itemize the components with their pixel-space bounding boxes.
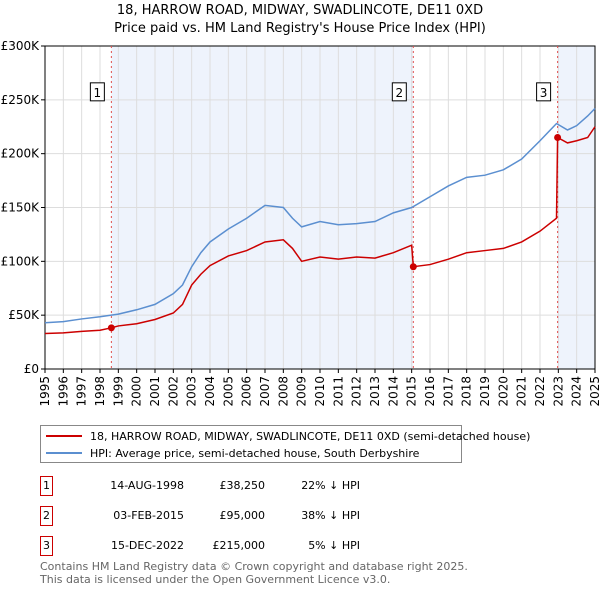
x-tick-label: 2012 — [350, 376, 364, 407]
legend-label-hpi: HPI: Average price, semi-detached house,… — [90, 446, 420, 460]
plot-frame — [44, 45, 596, 370]
x-tick-label: 1998 — [93, 376, 107, 407]
sale-price: £95,000 — [219, 509, 266, 522]
x-tick-label: 2023 — [551, 376, 565, 407]
x-tick-label: 1995 — [38, 376, 52, 407]
sale-label: 1 — [94, 86, 102, 100]
sale-point — [107, 324, 115, 332]
x-tick-label: 2024 — [570, 376, 584, 407]
legend-swatch-red — [46, 435, 82, 437]
transaction-row: 3 15-DEC-2022 £215,000 5% ↓ HPI — [40, 536, 440, 556]
x-tick-label: 2001 — [148, 376, 162, 407]
legend-label-property: 18, HARROW ROAD, MIDWAY, SWADLINCOTE, DE… — [90, 429, 531, 443]
footer: Contains HM Land Registry data © Crown c… — [40, 560, 468, 586]
x-tick-label: 1999 — [111, 376, 125, 407]
legend: 18, HARROW ROAD, MIDWAY, SWADLINCOTE, DE… — [40, 425, 530, 463]
transaction-row: 2 03-FEB-2015 £95,000 38% ↓ HPI — [40, 506, 440, 526]
sale-label-box — [89, 82, 105, 102]
sale-price: £38,250 — [219, 479, 266, 492]
x-tick-label: 2003 — [185, 376, 199, 407]
x-tick-label: 2014 — [386, 376, 400, 407]
sale-hpi-diff: 5% ↓ HPI — [308, 539, 360, 552]
x-tick-label: 2004 — [203, 376, 217, 407]
x-tick-label: 2002 — [166, 376, 180, 407]
chart-title: 18, HARROW ROAD, MIDWAY, SWADLINCOTE, DE… — [116, 3, 484, 18]
x-tick-label: 2008 — [276, 376, 290, 407]
x-tick-label: 2020 — [496, 376, 510, 407]
sale-marker-label: 1 — [40, 476, 53, 496]
x-tick-label: 1996 — [56, 376, 70, 407]
sale-marker-label: 2 — [40, 506, 53, 526]
x-tick-label: 1997 — [75, 376, 89, 407]
y-tick-label: £200K — [1, 147, 41, 161]
x-tick-label: 2016 — [423, 376, 437, 407]
sale-point — [409, 263, 417, 271]
x-tick-label: 2025 — [588, 376, 600, 407]
sale-marker-label: 3 — [40, 536, 53, 556]
property-price-line — [44, 126, 596, 335]
footer-line: This data is licensed under the Open Gov… — [40, 573, 391, 586]
transaction-row: 1 14-AUG-1998 £38,250 22% ↓ HPI — [40, 476, 440, 496]
plot-area: 1995 1996 1997 1998 1999 2000 2001 2002 2003 2004… — [1, 39, 600, 407]
x-tick-label: 2010 — [313, 376, 327, 407]
sale-date: 15-DEC-2022 — [110, 539, 184, 552]
sale-label-box — [391, 82, 407, 102]
x-tick-label: 2013 — [368, 376, 382, 407]
x-tick-label: 2007 — [258, 376, 272, 407]
hpi-line — [44, 107, 596, 324]
legend-swatch-blue — [46, 452, 82, 454]
y-tick-label: £300K — [1, 39, 41, 53]
sale-price: £215,000 — [212, 539, 266, 552]
sale-hpi-diff: 22% ↓ HPI — [301, 479, 360, 492]
x-tick-label: 2018 — [460, 376, 474, 407]
x-tick-label: 2021 — [515, 376, 529, 407]
x-tick-label: 2015 — [405, 376, 419, 407]
x-tick-label: 2000 — [130, 376, 144, 407]
y-tick-label: £100K — [1, 254, 41, 268]
sale-date: 03-FEB-2015 — [113, 509, 184, 522]
y-tick-label: £50K — [8, 308, 40, 322]
x-tick-label: 2022 — [533, 376, 547, 407]
x-tick-label: 2006 — [240, 376, 254, 407]
sale-hpi-diff: 38% ↓ HPI — [301, 509, 360, 522]
x-tick-label: 2005 — [221, 376, 235, 407]
sale-date: 14-AUG-1998 — [110, 479, 184, 492]
x-tick-label: 2009 — [295, 376, 309, 407]
footer-line: Contains HM Land Registry data © Crown c… — [40, 560, 468, 573]
chart-subtitle: Price paid vs. HM Land Registry's House … — [114, 21, 486, 36]
x-tick-label: 2011 — [331, 376, 345, 407]
sale-label-box — [536, 82, 552, 102]
sale-label: 2 — [395, 86, 403, 100]
y-tick-label: £250K — [1, 93, 41, 107]
sale-label: 3 — [540, 86, 548, 100]
x-tick-label: 2017 — [441, 376, 455, 407]
y-tick-label: £0 — [24, 362, 39, 376]
sale-point — [554, 134, 562, 142]
x-tick-label: 2019 — [478, 376, 492, 407]
y-tick-label: £150K — [1, 201, 41, 215]
